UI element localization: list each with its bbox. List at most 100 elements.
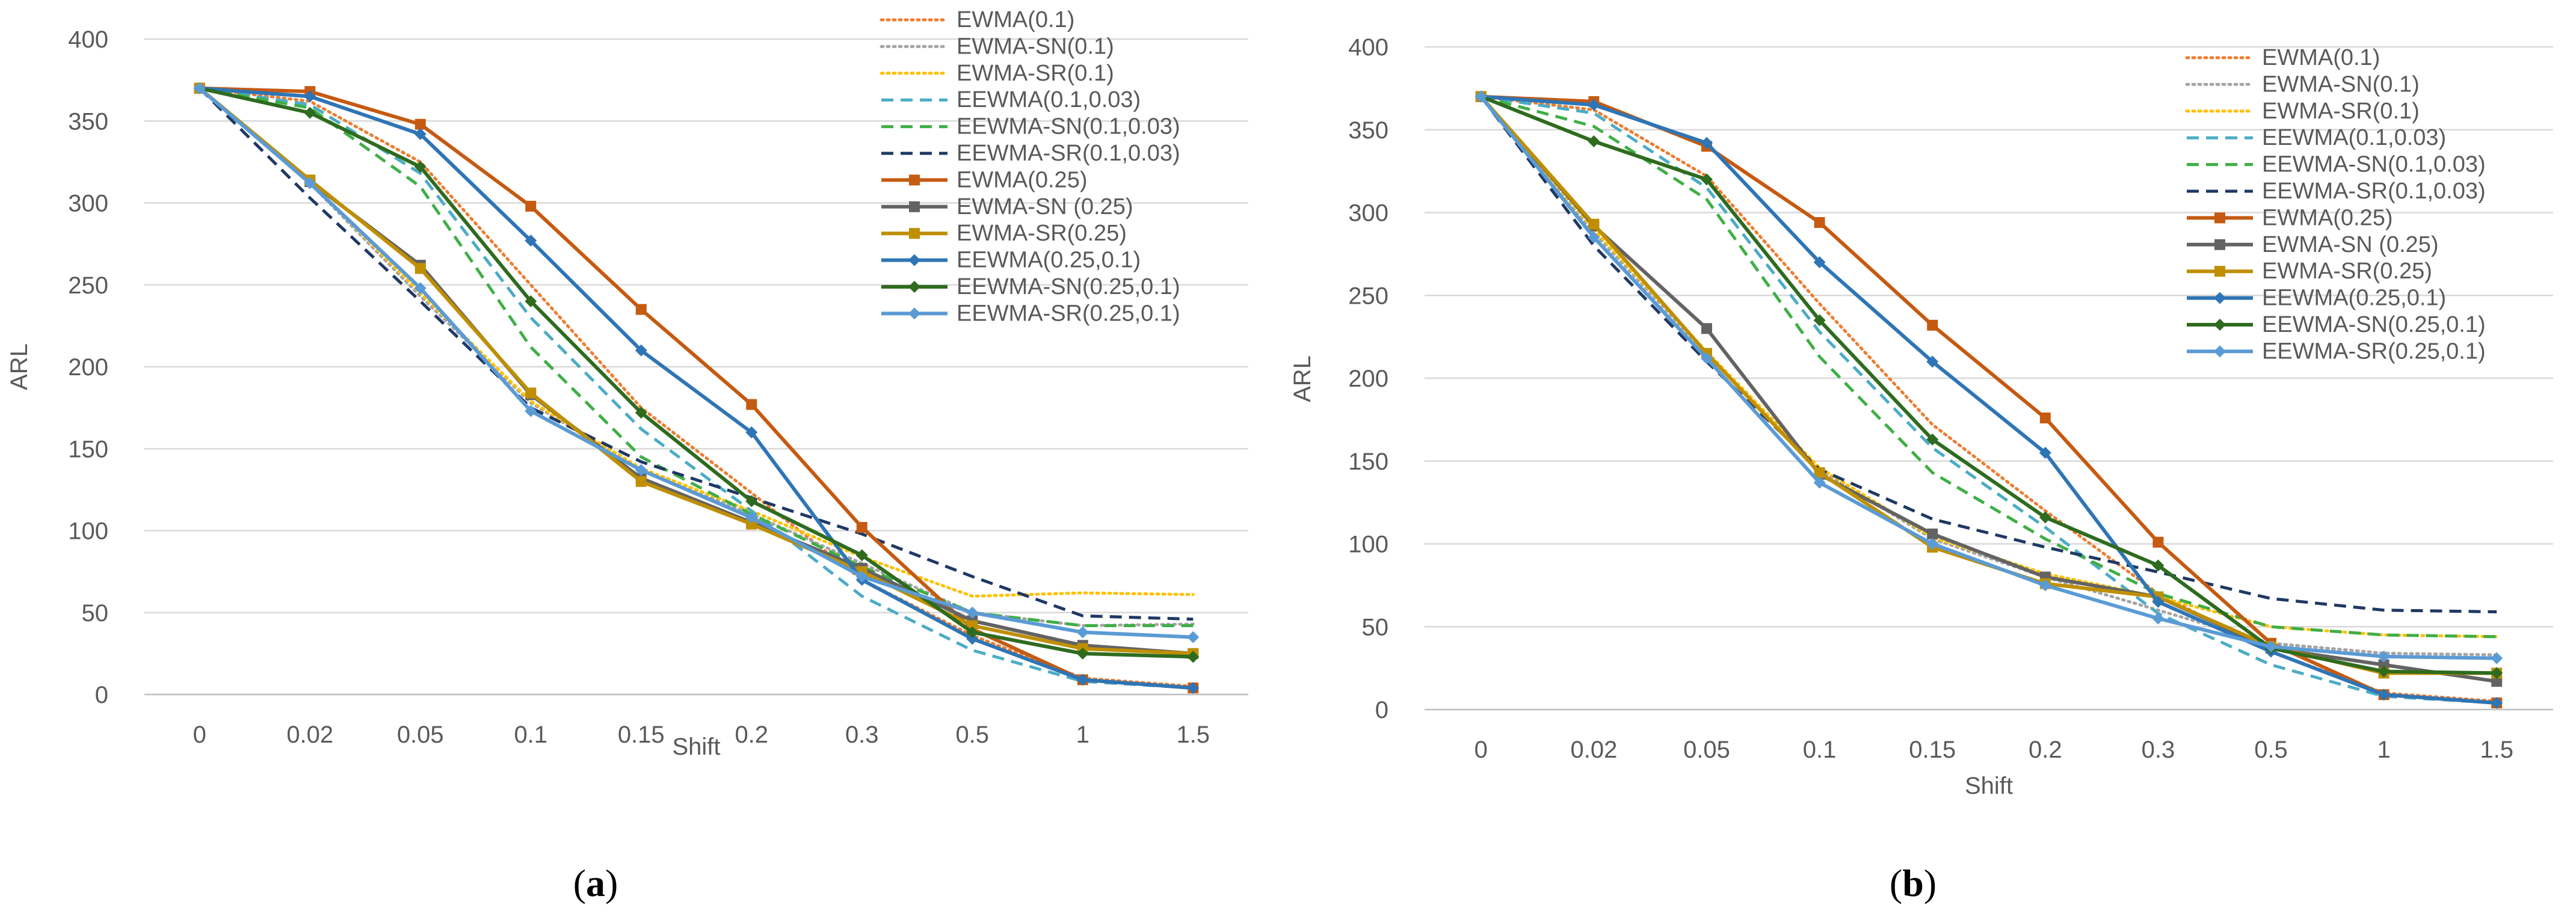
legend-item: EWMA(0.1) (880, 7, 1074, 32)
marker-diamond-eewma-sr-0-25-0-1 (1813, 476, 1826, 489)
marker-diamond-eewma-0-25-0-1 (745, 426, 758, 438)
y-tick-label: 200 (1348, 366, 1388, 392)
marker-square-ewma-0-25 (2152, 536, 2164, 548)
legend-item: EEWMA(0.1,0.03) (2187, 125, 2446, 150)
marker-square-ewma-sr-0-25 (1814, 467, 1825, 479)
marker-diamond-eewma-sr-0-25-0-1 (1474, 90, 1487, 103)
marker-diamond-eewma-sr-0-25-0-1 (2491, 652, 2503, 664)
marker-diamond-eewma-sr-0-25-0-1 (1076, 626, 1089, 639)
legend-label: EEWMA(0.1,0.03) (2262, 125, 2446, 150)
legend-label: EWMA-SN (0.25) (2262, 232, 2438, 257)
panel-caption: (b) (1890, 862, 1937, 904)
series-line-ewma-sn-0-25 (1479, 95, 2497, 684)
y-tick-label: 250 (1348, 283, 1388, 309)
legend-label: EEWMA-SR(0.1,0.03) (957, 141, 1180, 166)
legend-label: EWMA-SR(0.25) (957, 221, 1127, 246)
marker-diamond-eewma-sr-0-25-0-1 (2039, 579, 2051, 592)
marker-diamond-eewma-sr-0-25-0-1 (414, 282, 427, 295)
x-tick-label: 0.15 (618, 722, 665, 748)
x-axis-title: Shift (672, 734, 720, 760)
legend-label: EEWMA-SN(0.25,0.1) (957, 274, 1180, 299)
legend-label: EEWMA-SN(0.1,0.03) (957, 114, 1180, 140)
x-tick-label: 0 (193, 722, 206, 748)
marker-diamond-eewma-sn-0-25-0-1 (2039, 511, 2051, 524)
marker-diamond-eewma-sn-0-25-0-1 (525, 295, 537, 307)
marker-diamond-eewma-sr-0-25-0-1 (525, 405, 537, 417)
legend-label: EWMA-SN(0.1) (957, 34, 1114, 59)
legend-label: EEWMA-SR(0.25,0.1) (2262, 339, 2486, 364)
legend-item: EEWMA-SN(0.1,0.03) (2187, 152, 2486, 177)
x-tick-label: 1.5 (1176, 722, 1210, 748)
series-line-ewma-0-1 (198, 87, 1195, 688)
x-tick-label: 0.5 (2254, 737, 2288, 763)
legend-label: EWMA-SR(0.25) (2262, 259, 2432, 284)
legend-label: EEWMA-SN(0.1,0.03) (2262, 152, 2486, 177)
y-tick-label: 400 (68, 26, 108, 53)
marker-diamond-eewma-0-25-0-1 (414, 128, 427, 141)
y-axis-title: ARL (6, 343, 32, 390)
legend-label: EEWMA-SN(0.25,0.1) (2262, 312, 2486, 337)
marker-square-ewma-0-25 (746, 399, 757, 410)
x-tick-label: 0.05 (1683, 737, 1730, 763)
marker-diamond-eewma-sr-0-25-0-1 (1926, 538, 1939, 550)
marker-diamond-eewma-sr-0-25-0-1 (2377, 650, 2390, 663)
marker-square-ewma-sn-0-25 (2491, 676, 2503, 687)
marker-diamond-eewma-sn-0-25-0-1 (635, 406, 647, 419)
legend-item: EEWMA-SN(0.1,0.03) (881, 114, 1180, 140)
x-axis-title: Shift (1965, 773, 2013, 799)
marker-diamond-eewma-sr-0-25-0-1 (1701, 352, 1713, 364)
marker-diamond-eewma-0-25-0-1 (2491, 696, 2503, 709)
legend-item: EWMA(0.1) (2185, 45, 2380, 70)
series-line-eewma-sr-0-1-0-03 (199, 87, 1194, 621)
legend-item: EEWMA(0.1,0.03) (881, 87, 1141, 112)
legend-item: EEWMA-SN(0.25,0.1) (881, 274, 1180, 299)
series-eewma-sn-0-1-0-03 (199, 87, 1194, 627)
marker-diamond-eewma-sr-0-25-0-1 (635, 464, 647, 476)
marker-square-ewma-sr-0-25 (1588, 218, 1600, 230)
legend-item: EEWMA-SR(0.25,0.1) (881, 301, 1180, 326)
marker-diamond-eewma-0-25-0-1 (635, 344, 647, 357)
marker-square-ewma-0-25 (414, 118, 426, 130)
marker-square-ewma-0-25 (856, 522, 867, 533)
legend-item: EEWMA-SR(0.1,0.03) (2187, 179, 2486, 204)
legend-item: EWMA(0.25) (2187, 205, 2393, 230)
legend-label: EWMA(0.25) (957, 167, 1087, 192)
y-tick-label: 400 (1348, 34, 1388, 61)
marker-diamond-eewma-sn-0-25-0-1 (966, 626, 979, 639)
legend-item: EWMA-SR(0.25) (2187, 259, 2432, 284)
series-eewma-sn-0-1-0-03 (1481, 95, 2497, 639)
marker-diamond-eewma-sn-0-25-0-1 (414, 161, 427, 173)
marker-square-ewma-sr-0-25 (414, 263, 426, 274)
y-tick-label: 250 (68, 272, 108, 299)
marker-diamond-eewma-0-25-0-1 (1076, 673, 1089, 686)
marker-square-legend (909, 174, 920, 186)
marker-square-ewma-sn-0-25 (1701, 323, 1712, 334)
legend-label: EWMA-SR(0.1) (957, 61, 1114, 86)
marker-diamond-eewma-0-25-0-1 (1926, 355, 1939, 368)
x-tick-label: 0.02 (1570, 737, 1617, 763)
marker-diamond-eewma-sn-0-25-0-1 (745, 495, 758, 508)
x-tick-label: 0.2 (2029, 737, 2062, 763)
x-tick-label: 1.5 (2480, 737, 2513, 763)
series-lines (1474, 90, 2503, 709)
x-tick-label: 0.1 (1803, 737, 1837, 763)
marker-diamond-eewma-sn-0-25-0-1 (2377, 665, 2390, 678)
legend-item: EWMA-SN (0.25) (881, 194, 1133, 219)
series-eewma-sr-0-1-0-03 (199, 87, 1194, 621)
marker-diamond-eewma-sr-0-25-0-1 (855, 570, 868, 583)
legend-item: EEWMA-SR(0.25,0.1) (2187, 339, 2486, 364)
y-tick-label: 0 (95, 682, 108, 708)
marker-diamond-eewma-sr-0-25-0-1 (304, 177, 316, 189)
y-tick-label: 150 (68, 436, 108, 462)
marker-diamond-eewma-sr-0-25-0-1 (745, 511, 758, 524)
y-tick-label: 50 (1362, 614, 1389, 640)
marker-diamond-eewma-sn-0-25-0-1 (1588, 135, 1600, 148)
x-tick-label: 0.5 (955, 722, 989, 748)
marker-diamond-eewma-sr-0-25-0-1 (1187, 631, 1200, 643)
marker-diamond-eewma-sn-0-25-0-1 (1187, 651, 1200, 663)
y-tick-label: 300 (68, 191, 108, 217)
marker-diamond-eewma-0-25-0-1 (966, 633, 979, 645)
legend-item: EEWMA(0.25,0.1) (881, 248, 1141, 273)
x-tick-label: 0.05 (397, 722, 444, 748)
series-line-ewma-0-25 (199, 86, 1194, 690)
